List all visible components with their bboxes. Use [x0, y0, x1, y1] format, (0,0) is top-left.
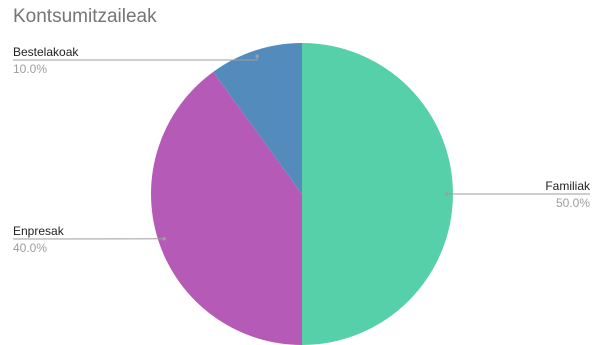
- slice-label-familiak: Familiak: [545, 179, 591, 193]
- pie-slice-bestelakoak: [213, 43, 302, 194]
- leader-dot-familiak: [445, 192, 449, 196]
- pie-slice-familiak: [302, 43, 453, 345]
- chart-title: Kontsumitzaileak: [13, 6, 157, 27]
- slice-percent-enpresak: 40.0%: [13, 241, 47, 255]
- slice-percent-bestelakoak: 10.0%: [13, 62, 47, 76]
- leader-dot-bestelakoak: [255, 54, 260, 58]
- slice-percent-familiak: 50.0%: [556, 196, 590, 210]
- slice-label-enpresak: Enpresak: [13, 224, 65, 238]
- leader-dot-enpresak: [162, 236, 166, 241]
- slice-label-bestelakoak: Bestelakoak: [13, 45, 79, 59]
- pie-slice-enpresak: [151, 71, 302, 345]
